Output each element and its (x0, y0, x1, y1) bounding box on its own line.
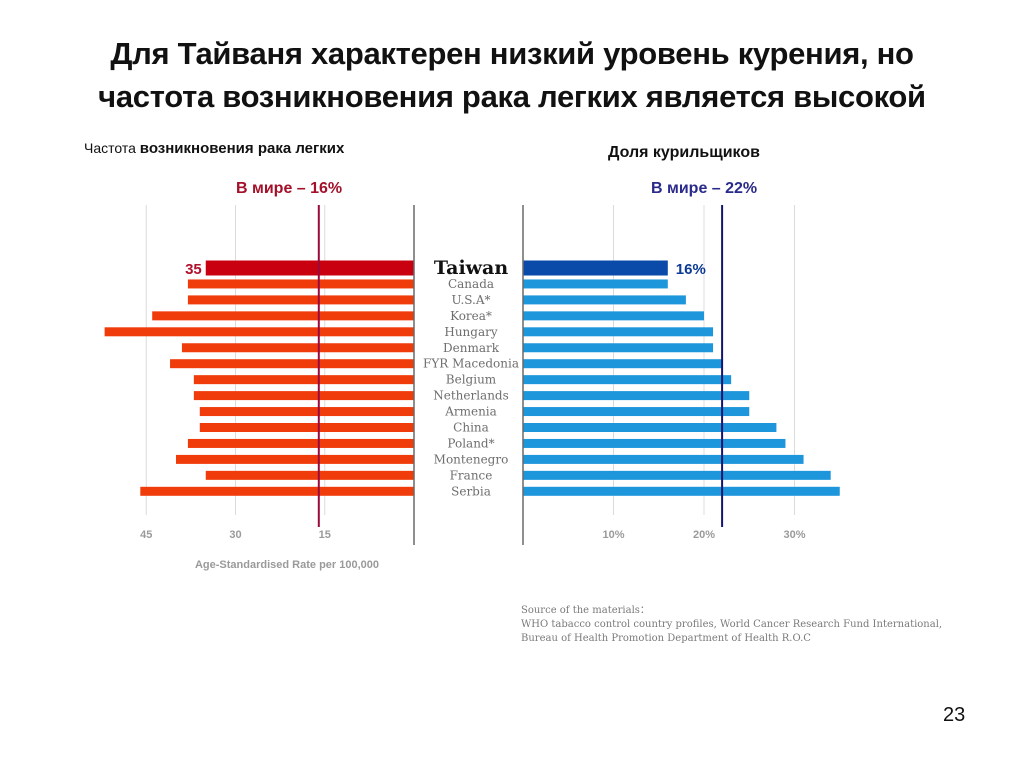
category-label: China (453, 421, 489, 435)
left-bar (193, 391, 414, 401)
right-bar (523, 311, 704, 321)
category-label: Serbia (451, 484, 491, 498)
right-bar (523, 423, 777, 432)
left-axis-label: Age-Standardised Rate per 100,000 (195, 559, 379, 571)
category-label: Korea* (450, 309, 492, 323)
category-label: Netherlands (433, 389, 509, 403)
category-label: France (450, 468, 493, 482)
slide-title-line-1: Для Тайваня характерен низкий уровень ку… (110, 36, 914, 71)
category-label: Taiwan (434, 257, 509, 279)
right-bar (523, 375, 732, 385)
left-tick-label: 45 (140, 529, 152, 541)
left-bar (187, 438, 414, 448)
right-bar (523, 470, 831, 480)
left-tick-label: 15 (319, 529, 331, 541)
category-label: Denmark (443, 341, 500, 355)
right-bar (523, 260, 668, 276)
right-tick-label: 20% (693, 529, 715, 541)
left-bar (187, 295, 414, 305)
left-tick-label: 30 (229, 529, 241, 541)
category-label: Belgium (446, 373, 497, 387)
left-bar (170, 359, 414, 369)
source-heading: Source of the materials： (521, 605, 650, 616)
right-bar (523, 486, 840, 496)
right-bar (523, 279, 668, 289)
right-bar (523, 438, 786, 448)
category-label: Armenia (444, 405, 497, 419)
category-label: Montenegro (434, 452, 509, 466)
right-bar (523, 327, 714, 337)
source-note: Source of the materials： WHO tabacco con… (521, 604, 942, 646)
category-label: FYR Macedonia (423, 357, 519, 371)
source-line-2: Bureau of Health Promotion Department of… (521, 633, 811, 644)
category-label: Poland* (447, 436, 494, 450)
right-bar (523, 391, 750, 401)
left-bar (181, 343, 414, 353)
right-bar (523, 343, 714, 353)
left-bar (193, 375, 414, 385)
left-bar (140, 486, 415, 496)
right-bar (523, 295, 686, 305)
left-bar (205, 470, 414, 480)
left-bar (199, 407, 414, 417)
left-bar (176, 454, 414, 464)
left-chart-title: Частота возникновения рака легких (84, 140, 344, 157)
right-tick-label: 30% (783, 529, 805, 541)
right-bar (523, 454, 804, 464)
left-reference-label: В мире – 16% (236, 180, 343, 197)
right-tick-label: 10% (602, 529, 624, 541)
right-highlight-value: 16% (676, 261, 706, 278)
right-bar (523, 407, 750, 417)
right-chart-title: Доля курильщиков (608, 144, 760, 161)
left-chart-title-prefix: Частота (84, 140, 136, 156)
slide-title: Для Тайваня характерен низкий уровень ку… (0, 32, 1024, 118)
left-bar (104, 327, 414, 337)
right-bar (523, 359, 723, 369)
category-label: Hungary (444, 325, 497, 339)
page-number: 23 (943, 704, 966, 726)
left-bar (152, 311, 414, 321)
source-line-1: WHO tabacco control country profiles, Wo… (521, 619, 943, 630)
left-bar (187, 279, 414, 289)
slide-title-line-2: частота возникновения рака легких являет… (98, 79, 926, 114)
left-bar (205, 260, 414, 276)
left-bar (199, 423, 414, 432)
category-label: U.S.A* (451, 293, 490, 307)
right-reference-label: В мире – 22% (651, 180, 758, 197)
left-chart-title-main: возникновения рака легких (139, 140, 345, 157)
left-highlight-value: 35 (185, 261, 202, 278)
category-label: Canada (448, 277, 494, 291)
